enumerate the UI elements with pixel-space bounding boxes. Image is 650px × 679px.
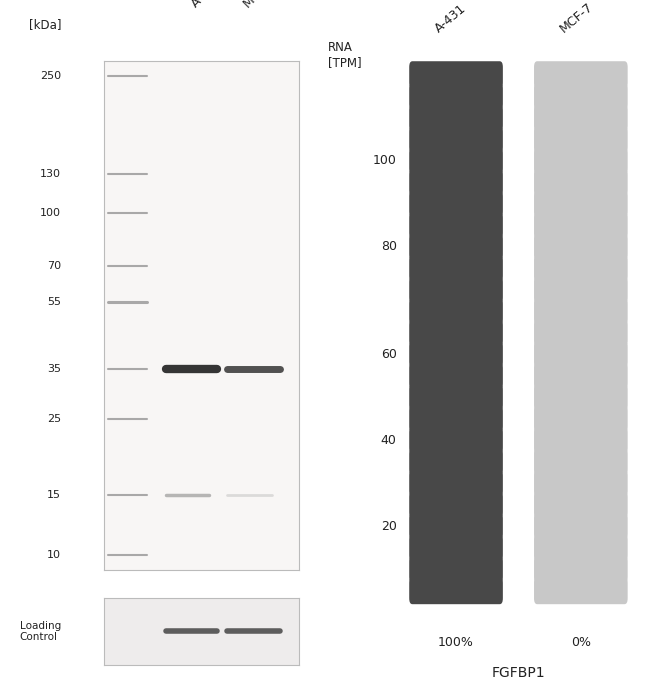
FancyBboxPatch shape bbox=[410, 555, 503, 583]
FancyBboxPatch shape bbox=[410, 513, 503, 540]
FancyBboxPatch shape bbox=[410, 426, 503, 454]
FancyBboxPatch shape bbox=[410, 168, 503, 196]
FancyBboxPatch shape bbox=[410, 61, 503, 88]
Text: 60: 60 bbox=[381, 348, 396, 361]
Text: 20: 20 bbox=[381, 519, 396, 532]
FancyBboxPatch shape bbox=[410, 534, 503, 562]
Text: MCF-7: MCF-7 bbox=[557, 0, 595, 35]
FancyBboxPatch shape bbox=[410, 341, 503, 368]
FancyBboxPatch shape bbox=[410, 126, 503, 153]
FancyBboxPatch shape bbox=[534, 319, 628, 346]
FancyBboxPatch shape bbox=[410, 448, 503, 475]
FancyBboxPatch shape bbox=[534, 577, 628, 604]
Text: FGFBP1: FGFBP1 bbox=[491, 665, 545, 679]
FancyBboxPatch shape bbox=[410, 577, 503, 604]
Text: RNA
[TPM]: RNA [TPM] bbox=[328, 41, 362, 69]
FancyBboxPatch shape bbox=[534, 555, 628, 583]
Text: 80: 80 bbox=[381, 240, 396, 253]
Text: A-431: A-431 bbox=[188, 0, 224, 10]
FancyBboxPatch shape bbox=[534, 168, 628, 196]
FancyBboxPatch shape bbox=[410, 233, 503, 260]
FancyBboxPatch shape bbox=[410, 190, 503, 217]
Text: Low: Low bbox=[244, 601, 268, 614]
FancyBboxPatch shape bbox=[534, 426, 628, 454]
Text: 15: 15 bbox=[47, 490, 61, 500]
Text: 40: 40 bbox=[381, 434, 396, 447]
FancyBboxPatch shape bbox=[534, 491, 628, 518]
Text: Loading
Control: Loading Control bbox=[20, 621, 61, 642]
FancyBboxPatch shape bbox=[534, 405, 628, 433]
FancyBboxPatch shape bbox=[410, 362, 503, 389]
FancyBboxPatch shape bbox=[410, 83, 503, 110]
FancyBboxPatch shape bbox=[534, 190, 628, 217]
FancyBboxPatch shape bbox=[534, 255, 628, 282]
FancyBboxPatch shape bbox=[534, 384, 628, 411]
FancyBboxPatch shape bbox=[534, 276, 628, 304]
FancyBboxPatch shape bbox=[410, 405, 503, 433]
Text: 250: 250 bbox=[40, 71, 61, 81]
FancyBboxPatch shape bbox=[410, 319, 503, 346]
FancyBboxPatch shape bbox=[534, 513, 628, 540]
Text: 100%: 100% bbox=[438, 636, 474, 649]
Text: [kDa]: [kDa] bbox=[29, 18, 61, 31]
FancyBboxPatch shape bbox=[410, 491, 503, 518]
FancyBboxPatch shape bbox=[410, 384, 503, 411]
FancyBboxPatch shape bbox=[410, 276, 503, 304]
Text: 130: 130 bbox=[40, 168, 61, 179]
FancyBboxPatch shape bbox=[534, 362, 628, 389]
FancyBboxPatch shape bbox=[534, 448, 628, 475]
Text: A-431: A-431 bbox=[432, 1, 468, 35]
FancyBboxPatch shape bbox=[410, 297, 503, 325]
Text: 25: 25 bbox=[47, 414, 61, 424]
FancyBboxPatch shape bbox=[534, 297, 628, 325]
Text: 35: 35 bbox=[47, 364, 61, 373]
FancyBboxPatch shape bbox=[534, 83, 628, 110]
Text: 55: 55 bbox=[47, 297, 61, 306]
FancyBboxPatch shape bbox=[534, 61, 628, 88]
Text: 10: 10 bbox=[47, 550, 61, 560]
Text: MCF-7: MCF-7 bbox=[241, 0, 278, 10]
FancyBboxPatch shape bbox=[410, 104, 503, 132]
FancyBboxPatch shape bbox=[534, 212, 628, 239]
Text: High: High bbox=[183, 601, 212, 614]
Text: 70: 70 bbox=[47, 261, 61, 271]
Text: 0%: 0% bbox=[571, 636, 591, 649]
FancyBboxPatch shape bbox=[410, 147, 503, 175]
FancyBboxPatch shape bbox=[534, 233, 628, 260]
FancyBboxPatch shape bbox=[534, 147, 628, 175]
FancyBboxPatch shape bbox=[534, 341, 628, 368]
FancyBboxPatch shape bbox=[410, 255, 503, 282]
Text: 100: 100 bbox=[40, 208, 61, 218]
FancyBboxPatch shape bbox=[534, 469, 628, 497]
Text: 100: 100 bbox=[373, 154, 396, 167]
FancyBboxPatch shape bbox=[534, 534, 628, 562]
FancyBboxPatch shape bbox=[410, 212, 503, 239]
FancyBboxPatch shape bbox=[410, 469, 503, 497]
FancyBboxPatch shape bbox=[534, 126, 628, 153]
FancyBboxPatch shape bbox=[534, 104, 628, 132]
